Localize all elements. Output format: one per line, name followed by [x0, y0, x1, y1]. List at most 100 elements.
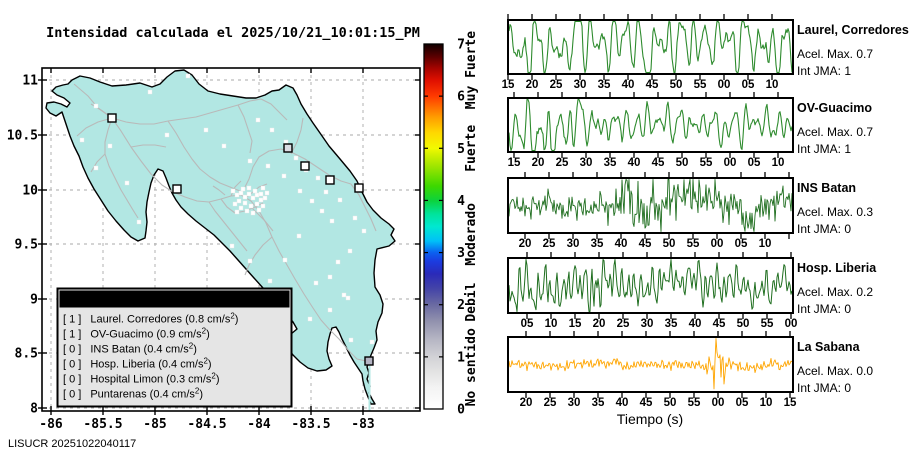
station-dot — [244, 208, 250, 214]
intensity-scale-label: Debil — [464, 283, 479, 322]
station-dot — [229, 243, 235, 249]
station-dot — [242, 200, 248, 206]
seismogram-panel-3: 20 25 30 35 40 45 50 55 00 05 10 INS Batan Acel. Max… — [507, 172, 873, 250]
time-tick-label: 30 — [580, 157, 593, 169]
station-dot — [107, 143, 113, 149]
time-tick-label: 00 — [712, 397, 725, 409]
station-dot — [260, 185, 266, 191]
station-dot — [185, 73, 191, 79]
time-tick-label: 45 — [646, 79, 659, 91]
road-line — [104, 117, 139, 219]
station-dot — [147, 89, 153, 95]
station-dot — [240, 186, 246, 192]
station-dot — [254, 192, 260, 198]
time-tick-label: 40 — [615, 238, 628, 250]
station-dot — [79, 137, 85, 143]
longitude-tick-label: -86 — [39, 417, 63, 432]
station-dot — [234, 192, 240, 198]
road-line — [208, 201, 248, 252]
station-dot — [347, 248, 353, 254]
station-dot — [345, 295, 351, 301]
colorbar-tick-label: 1 — [457, 350, 465, 365]
time-tick-label: 55 — [700, 157, 713, 169]
station-dot — [254, 201, 260, 207]
time-tick-label: 40 — [622, 79, 635, 91]
time-tick-label: 10 — [545, 318, 558, 330]
colorbar-tick-label: 7 — [457, 38, 465, 53]
station-dot — [242, 194, 248, 200]
panel-frame — [507, 177, 794, 234]
panel-frame — [507, 97, 794, 153]
time-tick-label: 05 — [735, 238, 748, 250]
legend-background — [56, 287, 293, 408]
legend-item: [ 0 ] INS Batan (0.4 cm/s2) — [63, 342, 197, 356]
seismogram-panels: 15 20 25 30 35 40 45 50 55 00 05 10 Laurel, Corredor… — [502, 14, 909, 409]
road-line — [240, 194, 367, 362]
time-tick-label: 30 — [641, 318, 654, 330]
station-dot — [262, 195, 268, 201]
time-tick-label: 10 — [759, 238, 772, 250]
station-dot — [248, 203, 254, 209]
station-dot — [93, 103, 99, 109]
longitude-tick-label: -83.5 — [291, 417, 330, 432]
time-tick-label: 05 — [521, 318, 534, 330]
map-ticks — [38, 68, 420, 415]
acceleration-max-label: Acel. Max. 0.7 — [797, 47, 873, 61]
time-tick-label: 25 — [543, 238, 556, 250]
map-clipped-layers — [45, 69, 396, 411]
time-tick-label: 00 — [724, 157, 737, 169]
station-dot — [369, 339, 375, 345]
legend-item: [ 0 ] Hosp. Liberia (0.4 cm/s2) — [63, 357, 212, 371]
time-tick-label: 20 — [593, 318, 606, 330]
time-tick-label: 15 — [502, 79, 515, 91]
seismogram-panel-4: 05 10 15 20 25 30 35 40 45 50 55 00 Hosp. Liberia Ace… — [507, 252, 877, 330]
time-tick-label: 50 — [737, 318, 750, 330]
time-tick-label: 50 — [663, 238, 676, 250]
road-line — [90, 153, 106, 173]
station-dot — [236, 198, 242, 204]
jma-intensity-label: Int JMA: 1 — [797, 142, 851, 156]
time-tick-label: 05 — [748, 157, 761, 169]
time-tick-label: 25 — [556, 157, 569, 169]
station-dot — [264, 190, 270, 196]
longitude-tick-label: -84 — [247, 417, 271, 432]
acceleration-max-label: Acel. Max. 0.0 — [797, 364, 873, 378]
time-tick-label: 15 — [508, 157, 521, 169]
colorbar-ticks — [424, 95, 443, 358]
road-line — [212, 185, 226, 196]
station-name-label: Hosp. Liberia — [797, 261, 877, 275]
station-dot — [313, 280, 319, 286]
station-name-label: OV-Guacimo — [797, 101, 872, 115]
time-tick-label: 20 — [526, 79, 539, 91]
time-tick-label: 25 — [544, 397, 557, 409]
time-tick-label: 50 — [670, 79, 683, 91]
intensity-marker — [325, 175, 335, 185]
road-line — [111, 98, 262, 125]
map-frame — [41, 67, 421, 412]
station-dot — [260, 203, 266, 209]
time-tick-label: 25 — [617, 318, 630, 330]
station-dot — [293, 155, 299, 161]
waveform-trace — [508, 98, 793, 152]
intensity-marker — [172, 184, 182, 194]
panel-frame — [507, 336, 794, 393]
jma-intensity-label: Int JMA: 0 — [797, 222, 851, 236]
station-dot — [327, 307, 333, 313]
station-dot — [252, 188, 258, 194]
station-name-label: Laurel, Corredores — [797, 23, 909, 37]
time-tick-label: 55 — [688, 397, 701, 409]
colorbar-tick-label: 5 — [457, 142, 465, 157]
acceleration-max-label: Acel. Max. 0.2 — [797, 285, 873, 299]
time-tick-label: 30 — [567, 238, 580, 250]
intensity-marker — [107, 113, 117, 123]
time-tick-label: 15 — [784, 397, 797, 409]
station-dot — [267, 278, 273, 284]
station-dot — [246, 185, 252, 191]
station-dot — [265, 163, 271, 169]
time-tick-label: 35 — [592, 397, 605, 409]
station-dot — [329, 218, 335, 224]
time-tick-label: 40 — [689, 318, 702, 330]
road-line — [248, 204, 274, 232]
road-line — [290, 117, 304, 155]
